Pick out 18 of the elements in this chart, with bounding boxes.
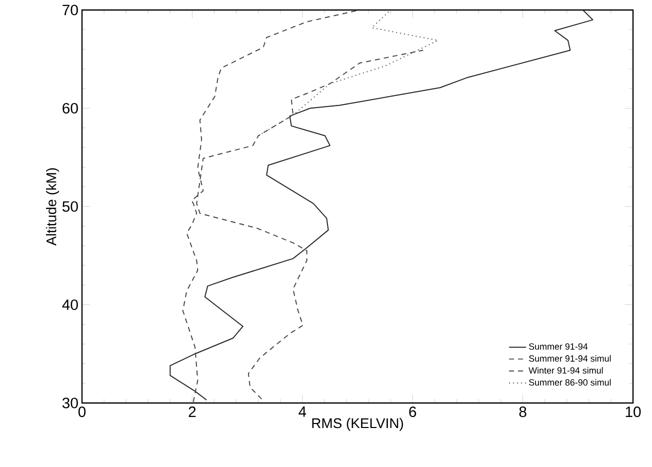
x-tick-label: 10 bbox=[626, 406, 641, 418]
x-tick-label: 6 bbox=[409, 406, 416, 418]
x-tick-label: 0 bbox=[78, 406, 86, 418]
x-tick-label: 8 bbox=[519, 406, 526, 418]
y-tick-label: 70 bbox=[62, 4, 78, 16]
legend-label: Summer 91-94 simul bbox=[528, 355, 611, 362]
x-axis-title: RMS (KELVIN) bbox=[312, 418, 404, 431]
legend-label: Summer 91-94 bbox=[528, 343, 588, 350]
y-tick-label: 30 bbox=[62, 398, 78, 408]
legend-label: Winter 91-94 simul bbox=[528, 367, 603, 374]
x-tick-label: 2 bbox=[188, 406, 196, 417]
y-tick-label: 60 bbox=[62, 102, 78, 114]
y-tick-label: 40 bbox=[62, 299, 78, 310]
legend-label: Summer 86-90 simul bbox=[528, 379, 611, 386]
x-tick-label: 4 bbox=[298, 406, 306, 417]
y-tick-label: 50 bbox=[62, 201, 78, 212]
y-axis-title: Altitude (kM) bbox=[46, 168, 60, 246]
line-series bbox=[258, 10, 438, 136]
